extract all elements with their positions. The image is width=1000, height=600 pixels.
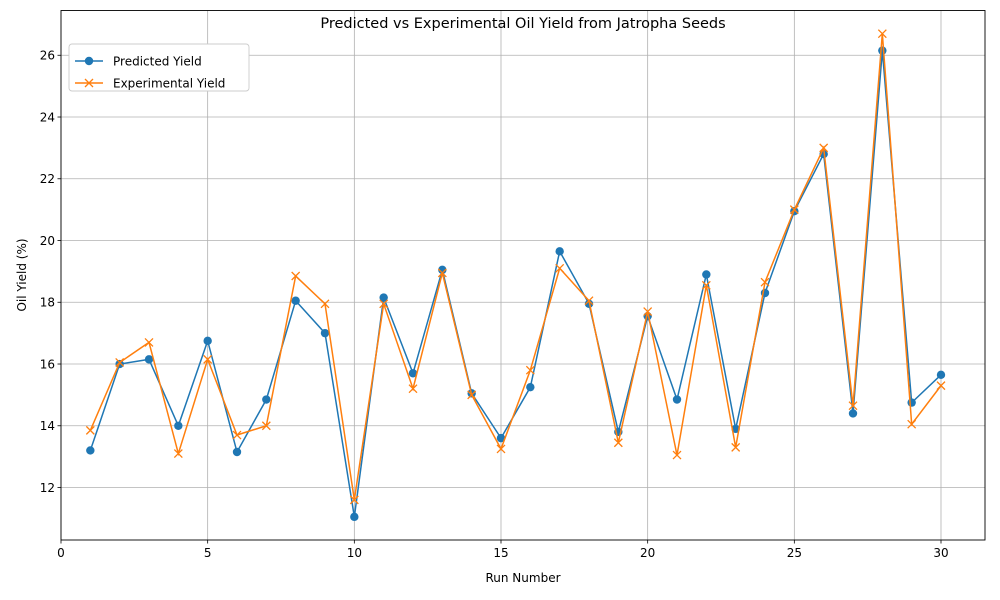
axis-ticks: 0 5 10 15 20 25 30 12 14 16 18 20 22 24 26 bbox=[40, 49, 949, 560]
data-point bbox=[408, 384, 418, 394]
y-tick-label: 24 bbox=[40, 110, 55, 124]
data-point bbox=[144, 355, 154, 364]
data-point bbox=[86, 446, 95, 455]
data-point bbox=[291, 296, 300, 305]
x-tick-label: 10 bbox=[347, 546, 362, 560]
data-point bbox=[496, 444, 506, 454]
data-point bbox=[672, 395, 682, 404]
data-point bbox=[173, 449, 183, 459]
data-point bbox=[85, 425, 95, 435]
data-point bbox=[702, 270, 711, 279]
data-point bbox=[731, 442, 741, 452]
x-tick-label: 20 bbox=[640, 546, 655, 560]
x-tick-label: 15 bbox=[493, 546, 508, 560]
legend-label: Experimental Yield bbox=[113, 76, 225, 90]
data-point bbox=[643, 307, 653, 316]
series-line bbox=[89, 33, 942, 500]
data-point bbox=[115, 358, 125, 367]
data-point bbox=[174, 421, 183, 430]
data-point bbox=[526, 382, 535, 392]
data-point bbox=[584, 296, 594, 306]
data-point bbox=[262, 395, 271, 404]
legend-label: Predicted Yield bbox=[113, 54, 202, 68]
legend-box bbox=[68, 43, 250, 92]
data-point bbox=[789, 205, 799, 215]
y-tick-label: 16 bbox=[40, 357, 55, 371]
data-point bbox=[203, 354, 213, 364]
data-point bbox=[878, 46, 887, 55]
data-point bbox=[349, 495, 359, 505]
data-point bbox=[731, 424, 740, 434]
data-point bbox=[555, 247, 564, 256]
x-axis-label: Run Number bbox=[485, 571, 560, 585]
data-point bbox=[672, 450, 682, 460]
data-point bbox=[261, 421, 271, 431]
y-axis-label: Oil Yield (%) bbox=[15, 238, 29, 311]
series-layer bbox=[85, 29, 946, 522]
legend: Predicted Yield Experimental Yield bbox=[68, 43, 250, 92]
data-point bbox=[877, 29, 887, 39]
data-point bbox=[613, 438, 623, 448]
data-point bbox=[819, 143, 829, 153]
legend-marker bbox=[84, 78, 94, 88]
grid-lines bbox=[60, 10, 985, 540]
data-point bbox=[848, 401, 858, 411]
data-point bbox=[408, 369, 418, 378]
y-tick-label: 26 bbox=[40, 49, 55, 63]
data-point bbox=[232, 447, 242, 457]
legend-items: Predicted Yield Experimental Yield bbox=[75, 54, 225, 90]
data-point bbox=[438, 265, 447, 275]
data-point bbox=[907, 419, 917, 429]
data-point bbox=[320, 328, 330, 338]
data-point bbox=[437, 268, 447, 278]
chart-title: Predicted vs Experimental Oil Yield from… bbox=[320, 16, 725, 32]
y-tick-label: 14 bbox=[40, 419, 55, 433]
data-point bbox=[907, 398, 916, 407]
y-tick-label: 20 bbox=[40, 234, 55, 248]
data-point bbox=[203, 336, 212, 346]
data-point bbox=[496, 433, 506, 443]
data-point bbox=[936, 370, 946, 380]
data-point bbox=[555, 263, 565, 273]
series-line bbox=[89, 50, 942, 517]
plot-frame bbox=[60, 10, 986, 541]
data-point bbox=[467, 390, 477, 400]
data-point bbox=[350, 512, 359, 522]
data-point bbox=[379, 299, 389, 309]
data-point bbox=[525, 365, 535, 375]
data-point bbox=[760, 277, 770, 287]
legend-item: Predicted Yield bbox=[75, 54, 202, 68]
x-tick-label: 0 bbox=[57, 546, 65, 560]
data-point bbox=[848, 409, 858, 418]
y-tick-label: 18 bbox=[40, 296, 55, 310]
data-point bbox=[291, 271, 301, 281]
data-point bbox=[701, 280, 711, 290]
x-tick-label: 25 bbox=[787, 546, 802, 560]
x-tick-label: 30 bbox=[933, 546, 948, 560]
x-tick-label: 5 bbox=[204, 546, 212, 560]
y-tick-label: 22 bbox=[40, 172, 55, 186]
y-tick-label: 12 bbox=[40, 481, 55, 495]
legend-marker bbox=[84, 56, 94, 66]
series-experimental bbox=[85, 29, 946, 505]
legend-item: Experimental Yield bbox=[75, 76, 225, 90]
data-point bbox=[232, 430, 242, 440]
data-point bbox=[936, 381, 946, 391]
data-point bbox=[144, 337, 154, 347]
data-point bbox=[379, 293, 388, 302]
data-point bbox=[320, 299, 330, 309]
